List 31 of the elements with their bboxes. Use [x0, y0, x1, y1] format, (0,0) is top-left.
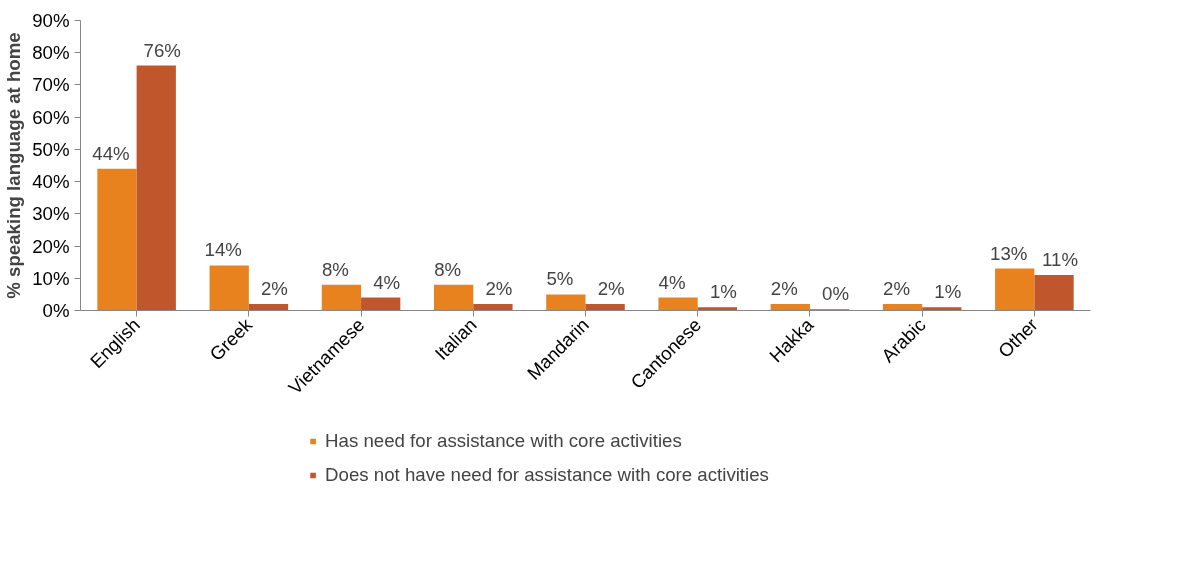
data-label: 8%	[434, 258, 462, 280]
y-tick-label: 40%	[32, 171, 70, 193]
data-label: 1%	[709, 281, 737, 303]
data-label: 11%	[1042, 249, 1079, 271]
data-label: 44%	[92, 142, 130, 164]
data-label: 76%	[143, 39, 181, 61]
y-tick-label: 20%	[32, 235, 70, 257]
y-tick-label: 50%	[32, 138, 70, 160]
data-label: 2%	[485, 278, 513, 300]
data-label: 2%	[597, 278, 625, 300]
y-axis-title: % speaking language at home	[3, 32, 25, 299]
y-tick-label: 60%	[32, 106, 70, 128]
legend-label: Has need for assistance with core activities	[325, 430, 682, 452]
data-label: 14%	[204, 239, 242, 261]
data-label: 2%	[260, 278, 288, 300]
legend-label: Does not have need for assistance with core activities	[325, 464, 769, 486]
data-label: 4%	[658, 271, 686, 293]
data-label: 4%	[373, 271, 401, 293]
data-label: 2%	[883, 278, 911, 300]
data-label: 8%	[321, 258, 349, 280]
data-label: 1%	[934, 281, 962, 303]
y-tick-label: 30%	[32, 203, 70, 225]
y-tick-label: 10%	[32, 267, 70, 289]
y-tick-label: 0%	[42, 300, 70, 321]
data-label: 2%	[770, 278, 798, 300]
y-tick-label: 80%	[32, 42, 70, 64]
data-label: 13%	[990, 242, 1028, 264]
data-label: 5%	[546, 268, 574, 290]
y-tick-label: 90%	[32, 10, 70, 31]
y-tick-label: 70%	[32, 74, 70, 96]
data-label: 0%	[822, 283, 850, 305]
